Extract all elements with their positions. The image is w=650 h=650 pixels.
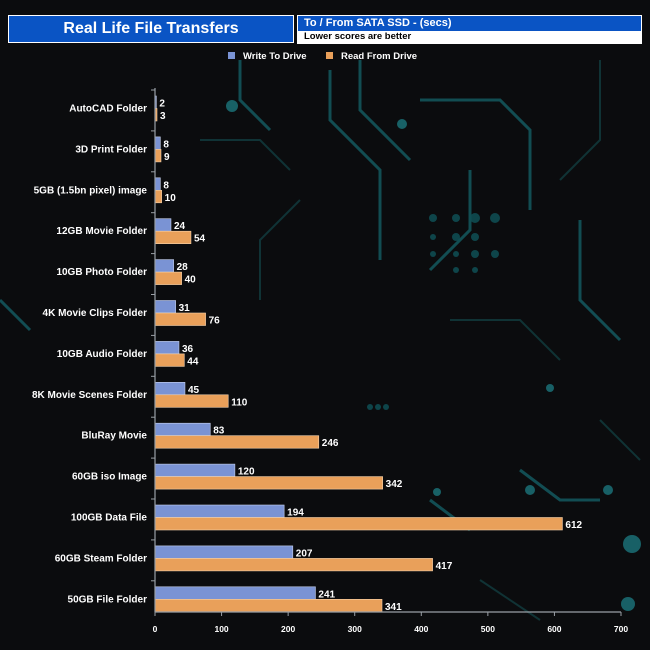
write-bar-6 — [154, 341, 180, 355]
write-bar-2 — [154, 177, 161, 191]
x-tick-label-5: 500 — [481, 624, 495, 634]
read-value-label-10: 612 — [565, 520, 582, 531]
category-label-5: 4K Movie Clips Folder — [43, 308, 148, 319]
write-value-label-11: 207 — [296, 548, 313, 559]
write-value-label-7: 45 — [188, 385, 200, 396]
write-value-label-6: 36 — [182, 344, 194, 355]
read-bar-3 — [154, 230, 192, 244]
legend-swatch-read — [326, 51, 333, 59]
read-value-label-8: 246 — [322, 438, 339, 449]
category-label-12: 50GB File Folder — [68, 594, 148, 605]
read-value-label-4: 40 — [185, 275, 197, 286]
read-bar-4 — [154, 271, 182, 285]
chart-note: Lower scores are better — [298, 31, 641, 43]
write-bar-12 — [154, 586, 316, 600]
read-bar-7 — [154, 394, 229, 408]
x-tick-label-7: 700 — [614, 624, 628, 634]
write-bar-4 — [154, 259, 174, 273]
write-bar-5 — [154, 300, 176, 314]
x-tick-label-4: 400 — [414, 624, 428, 634]
legend-item-write: Write To Drive — [228, 50, 307, 64]
x-tick-label-6: 600 — [547, 624, 561, 634]
write-bar-11 — [154, 545, 294, 559]
read-value-label-2: 10 — [165, 193, 177, 204]
read-value-label-7: 110 — [231, 397, 248, 408]
write-value-label-2: 8 — [163, 180, 169, 191]
read-bar-1 — [154, 149, 162, 163]
category-label-7: 8K Movie Scenes Folder — [32, 390, 147, 401]
read-bar-9 — [154, 476, 383, 490]
read-value-label-6: 44 — [187, 356, 199, 367]
write-bar-9 — [154, 463, 236, 477]
read-value-label-9: 342 — [386, 479, 403, 490]
read-value-label-5: 76 — [209, 316, 221, 327]
write-value-label-0: 2 — [159, 99, 165, 110]
subtitle-box: To / From SATA SSD - (secs) Lower scores… — [297, 15, 642, 44]
write-bar-3 — [154, 218, 172, 232]
x-tick-label-1: 100 — [214, 624, 228, 634]
read-value-label-0: 3 — [160, 111, 166, 122]
category-label-8: BluRay Movie — [81, 431, 147, 442]
write-value-label-8: 83 — [213, 426, 225, 437]
category-label-4: 10GB Photo Folder — [56, 267, 147, 278]
write-bar-1 — [154, 136, 161, 150]
read-bar-2 — [154, 190, 162, 204]
category-label-6: 10GB Audio Folder — [57, 349, 147, 360]
category-label-9: 60GB iso Image — [72, 472, 147, 483]
category-label-11: 60GB Steam Folder — [55, 553, 147, 564]
read-bar-10 — [154, 517, 563, 531]
write-value-label-10: 194 — [287, 508, 304, 519]
write-value-label-9: 120 — [238, 467, 255, 478]
x-tick-label-0: 0 — [153, 624, 158, 634]
write-bar-10 — [154, 504, 285, 518]
read-bar-12 — [154, 598, 383, 613]
category-label-10: 100GB Data File — [71, 513, 148, 524]
legend-label-write: Write To Drive — [243, 51, 307, 62]
legend-swatch-write — [228, 51, 235, 59]
chart-title: Real Life File Transfers — [8, 15, 294, 43]
x-tick-label-2: 200 — [281, 624, 295, 634]
legend: Write To Drive Read From Drive — [0, 50, 650, 64]
read-bar-8 — [154, 435, 320, 449]
read-bar-5 — [154, 312, 206, 326]
category-label-1: 3D Print Folder — [75, 144, 147, 155]
chart-subtitle: To / From SATA SSD - (secs) — [298, 16, 641, 31]
legend-label-read: Read From Drive — [341, 51, 418, 62]
x-tick-label-3: 300 — [348, 624, 362, 634]
read-bar-6 — [154, 353, 185, 367]
category-label-0: AutoCAD Folder — [69, 104, 147, 115]
write-value-label-5: 31 — [179, 303, 191, 314]
category-label-2: 5GB (1.5bn pixel) image — [34, 185, 148, 196]
write-bar-7 — [154, 381, 186, 396]
read-value-label-11: 417 — [436, 561, 453, 572]
write-bar-8 — [154, 422, 211, 437]
write-value-label-4: 28 — [177, 262, 189, 273]
write-value-label-3: 24 — [174, 221, 186, 232]
read-bar-11 — [154, 558, 433, 572]
write-value-label-12: 241 — [318, 589, 335, 600]
read-value-label-3: 54 — [194, 234, 206, 245]
read-value-label-1: 9 — [164, 152, 170, 163]
read-value-label-12: 341 — [385, 602, 402, 613]
write-value-label-1: 8 — [163, 139, 169, 150]
legend-item-read: Read From Drive — [326, 50, 417, 64]
category-label-3: 12GB Movie Folder — [56, 226, 147, 237]
